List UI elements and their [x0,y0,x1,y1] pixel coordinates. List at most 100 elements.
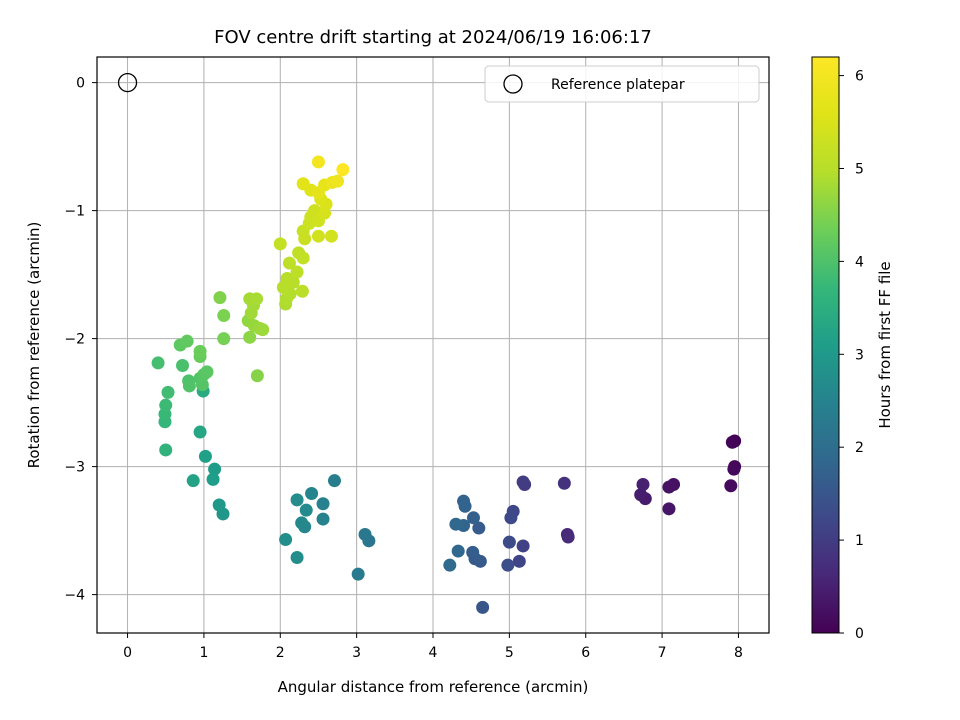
data-point [316,512,330,526]
data-point [458,499,472,513]
x-tick-label: 5 [505,645,514,661]
data-point [217,332,231,346]
data-point [290,265,304,279]
data-point [724,479,738,493]
colorbar-tick-label: 6 [855,69,864,85]
data-point [256,323,270,337]
y-tick-label: −1 [64,204,85,220]
data-point [279,533,293,547]
y-axis-label: Rotation from reference (arcmin) [25,222,43,469]
data-point [504,511,518,525]
data-point [636,478,650,492]
data-point [358,527,372,541]
data-point [217,309,231,323]
data-point [295,516,309,530]
data-point [213,291,227,305]
colorbar-tick-label: 4 [855,254,864,270]
x-tick-label: 0 [123,645,132,661]
x-tick-label: 7 [658,645,667,661]
data-point [159,398,173,412]
data-point [512,554,526,568]
data-point [290,493,304,507]
x-tick-label: 4 [429,645,438,661]
data-point [212,498,226,512]
data-point [305,486,319,500]
data-point [351,567,365,581]
colorbar-tick-label: 2 [855,440,864,456]
data-point [662,502,676,516]
data-point [327,474,341,488]
data-point [286,275,300,289]
data-point [193,344,207,358]
data-point [295,284,309,298]
chart-title: FOV centre drift starting at 2024/06/19 … [214,27,652,48]
data-point [299,503,313,517]
y-axis-ticks: 0 −1 −2 −3 −4 [64,76,97,604]
data-point [449,517,463,531]
data-point [296,251,310,265]
data-point [443,558,457,572]
legend-box [484,65,760,103]
data-point [290,550,304,564]
data-point [316,497,330,511]
data-point [182,379,196,393]
data-point [476,600,490,614]
colorbar-label: Hours from first FF file [876,261,894,428]
data-point [282,256,296,270]
legend: Reference platepar [484,65,760,103]
data-point [250,292,264,306]
data-point [206,472,220,486]
x-tick-label: 2 [276,645,285,661]
data-point [273,237,287,251]
y-tick-label: −4 [64,588,85,604]
data-point [311,155,325,169]
legend-label: Reference platepar [551,77,685,93]
y-tick-label: 0 [76,76,85,92]
data-point [336,163,350,177]
data-point [186,474,200,488]
legend-marker [503,74,523,94]
colorbar: 0 1 2 3 4 5 6 Hours from first FF file [811,56,894,642]
data-point [180,334,194,348]
data-point [311,229,325,243]
data-point [451,544,465,558]
data-point [502,535,516,549]
colorbar-tick-label: 1 [855,533,864,549]
colorbar-gradient [811,56,840,634]
data-point [725,435,739,449]
data-points [151,155,742,614]
x-tick-label: 3 [352,645,361,661]
data-point [298,232,312,246]
data-point [324,229,338,243]
data-point [516,475,530,489]
colorbar-tick-label: 0 [855,626,864,642]
colorbar-tick-label: 3 [855,347,864,363]
grid [97,57,769,633]
data-point [466,545,480,559]
data-point [161,385,175,399]
data-point [208,462,222,476]
data-point [557,476,571,490]
data-point [662,480,676,494]
colorbar-ticks: 0 1 2 3 4 5 6 [839,69,864,642]
data-point [176,358,190,372]
data-point [296,177,310,191]
data-point [501,558,515,572]
data-point [516,539,530,553]
data-point [159,443,173,457]
data-point [331,174,345,188]
data-point [195,378,209,392]
data-point [250,369,264,383]
reference-marker [117,72,138,93]
y-tick-label: −2 [64,332,85,348]
data-point [243,330,257,344]
data-point [561,530,575,544]
data-point [727,462,741,476]
data-point [151,356,165,370]
data-point [198,449,212,463]
x-tick-label: 1 [199,645,208,661]
x-tick-label: 8 [734,645,743,661]
data-point [193,425,207,439]
data-point [472,521,486,535]
